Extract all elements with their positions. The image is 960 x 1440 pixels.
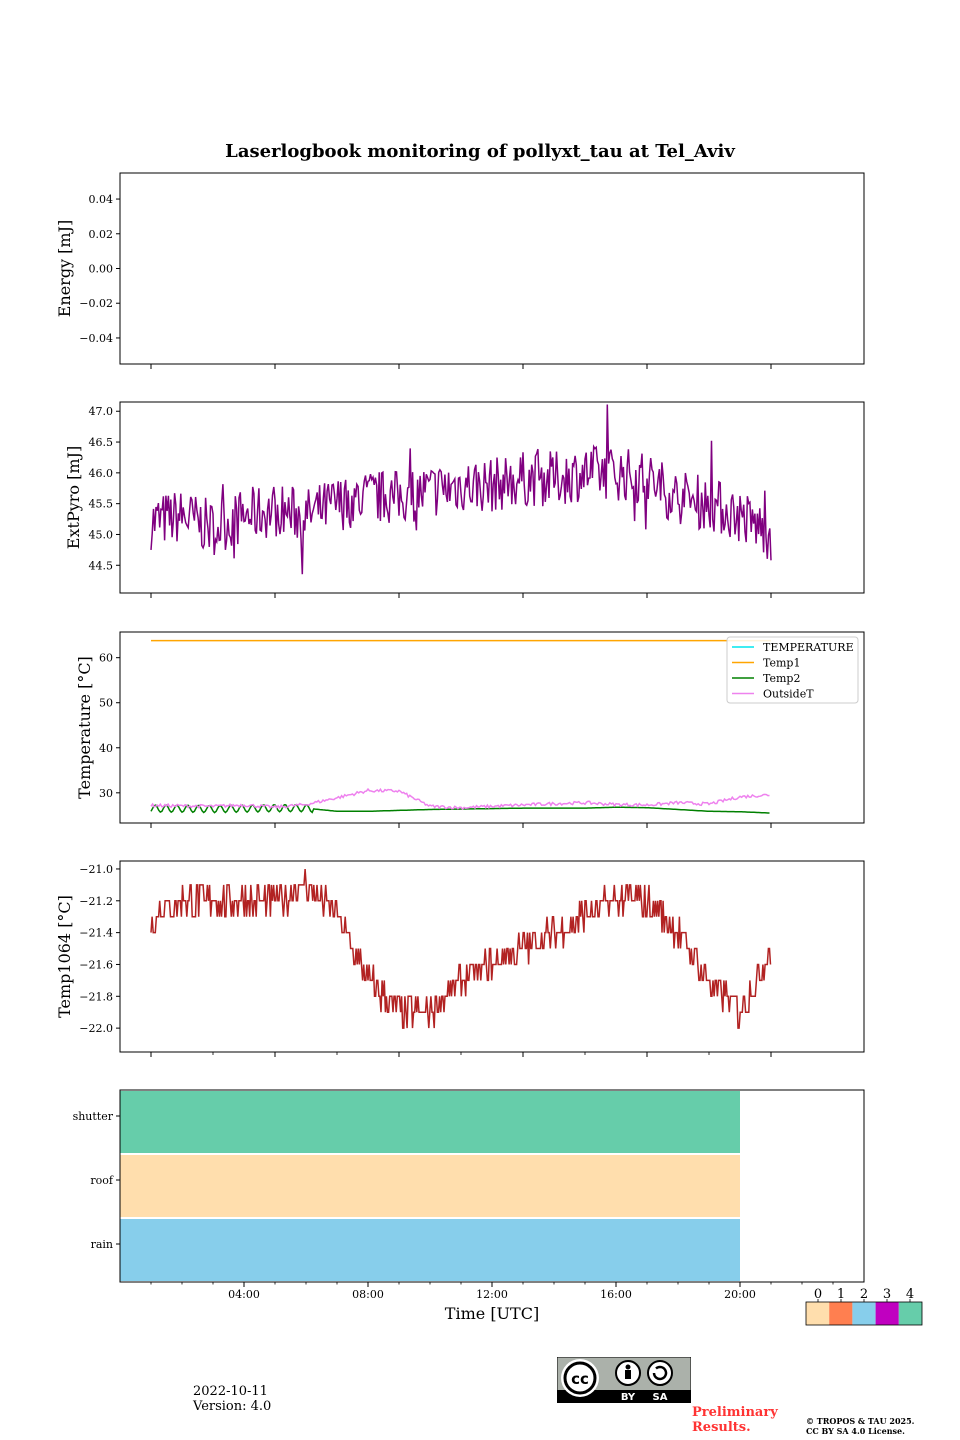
colorbar-label-4: 4	[906, 1287, 914, 1302]
y-tick-label: 45.0	[89, 528, 114, 541]
svg-text:cc: cc	[571, 1370, 589, 1388]
y-tick-label: −21.2	[79, 895, 113, 908]
legend-label-temp2: Temp2	[763, 672, 800, 685]
temperature-y-axis-label: Temperature [°C]	[75, 656, 94, 799]
extpyro-frame	[119, 401, 865, 594]
figure-title: Laserlogbook monitoring of pollyxt_tau a…	[225, 141, 735, 162]
status-band-roof	[120, 1155, 740, 1217]
series-line-extpyro	[150, 404, 772, 575]
row-label-shutter: shutter	[73, 1110, 114, 1123]
legend-box	[726, 636, 859, 704]
y-tick-label: −22.0	[79, 1022, 113, 1035]
row-label-rain: rain	[91, 1238, 113, 1251]
energy-y-axis-label: Energy [mJ]	[55, 220, 74, 318]
x-tick-label: 12:00	[476, 1288, 508, 1301]
temp1064-y-axis-label: Temp1064 [°C]	[55, 895, 74, 1018]
y-tick-label: −0.04	[79, 332, 113, 345]
x-tick-label: 08:00	[352, 1288, 384, 1301]
y-tick-label: 0.02	[89, 228, 114, 241]
copyright-line2: CC BY SA 4.0 License.	[806, 1426, 905, 1436]
energy-frame	[119, 172, 865, 365]
footer-version: Version: 4.0	[193, 1399, 272, 1414]
y-tick-label: −21.0	[79, 863, 113, 876]
status-band-rain	[120, 1219, 740, 1281]
preliminary-note-line2: Results.	[692, 1420, 751, 1435]
colorbar-cell-3	[875, 1302, 899, 1325]
x-tick-label: 04:00	[228, 1288, 260, 1301]
y-tick-label: −21.8	[79, 990, 113, 1003]
colorbar-cell-2	[852, 1302, 876, 1325]
cc-by-sa-icon: cc BY SA	[557, 1357, 691, 1403]
y-tick-label: 46.5	[89, 436, 114, 449]
y-tick-label: 0.04	[89, 193, 114, 206]
y-tick-label: 47.0	[89, 405, 114, 418]
copyright-line1: © TROPOS & TAU 2025.	[806, 1416, 915, 1426]
colorbar-cell-0	[806, 1302, 830, 1325]
y-tick-label: −0.02	[79, 297, 113, 310]
x-axis-label: Time [UTC]	[445, 1304, 539, 1323]
x-tick-label: 16:00	[600, 1288, 632, 1301]
colorbar-label-2: 2	[860, 1287, 868, 1302]
series-line-temp1064	[150, 868, 772, 1029]
y-tick-label: −21.4	[79, 927, 113, 940]
colorbar-label-0: 0	[814, 1287, 822, 1302]
legend-label-outsidet: OutsideT	[763, 688, 814, 701]
y-tick-label: 30	[99, 787, 113, 800]
colorbar-cell-1	[829, 1302, 853, 1325]
y-tick-label: 45.5	[89, 498, 114, 511]
legend-label-temperature: TEMPERATURE	[763, 641, 854, 654]
temp1064-frame	[119, 860, 865, 1053]
y-tick-label: −21.6	[79, 958, 113, 971]
y-tick-label: 50	[99, 697, 113, 710]
extpyro-y-axis-label: ExtPyro [mJ]	[64, 446, 83, 549]
status-band-shutter	[120, 1091, 740, 1153]
x-tick-label: 20:00	[724, 1288, 756, 1301]
colorbar-label-3: 3	[883, 1287, 891, 1302]
y-tick-label: 0.00	[89, 263, 114, 276]
y-tick-label: 44.5	[89, 559, 114, 572]
temperature-frame	[119, 631, 865, 824]
legend-label-temp1: Temp1	[763, 657, 800, 670]
y-tick-label: 46.0	[89, 467, 114, 480]
preliminary-note-line1: Preliminary	[692, 1405, 778, 1420]
footer-date: 2022-10-11	[193, 1384, 268, 1399]
row-label-roof: roof	[90, 1174, 114, 1187]
colorbar-label-1: 1	[837, 1287, 845, 1302]
y-tick-label: 60	[99, 652, 113, 665]
series-line-outsidet	[150, 787, 770, 811]
cc-by-label: BY	[621, 1392, 636, 1403]
cc-sa-label: SA	[653, 1392, 668, 1403]
colorbar-cell-4	[898, 1302, 922, 1325]
y-tick-label: 40	[99, 742, 113, 755]
